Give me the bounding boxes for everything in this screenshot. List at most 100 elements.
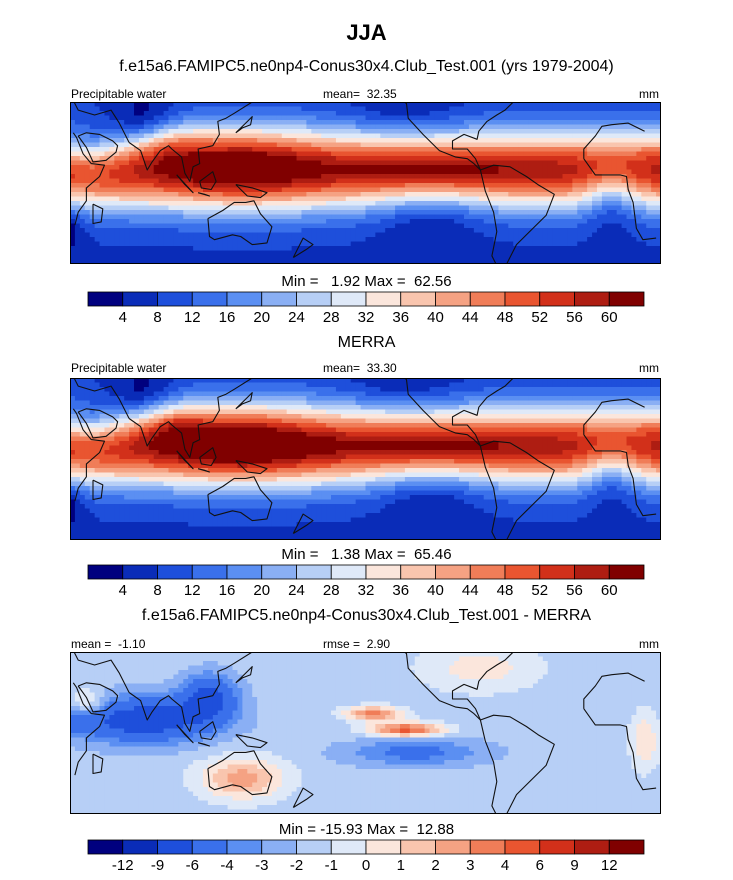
colorbar-box [123,565,158,579]
panel2-minmax: Min = 1.38 Max = 65.46 [0,546,733,563]
colorbar-tick-label: -6 [186,857,199,874]
panel2-title: MERRA [0,334,733,352]
colorbar-tick-label: 44 [462,582,479,599]
colorbar-box [436,840,471,854]
panel3-map [70,652,661,814]
colorbar-tick-label: 16 [219,582,236,599]
colorbar-box [331,565,366,579]
colorbar-tick-label: 0 [362,857,370,874]
panel3-units: mm [639,637,659,651]
colorbar-box [158,565,193,579]
colorbar-box [297,292,332,306]
colorbar-box [123,840,158,854]
colorbar-tick-label: 4 [501,857,509,874]
colorbar-box [470,840,505,854]
panel2-variable-label: Precipitable water [71,361,166,375]
map1-field [70,102,662,265]
colorbar-box [158,840,193,854]
colorbar-box [366,292,401,306]
panel3-title: f.e15a6.FAMIPC5.ne0np4-Conus30x4.Club_Te… [0,607,733,625]
colorbar-box [331,292,366,306]
colorbar-tick-label: 8 [153,309,161,326]
colorbar-tick-label: 36 [392,582,409,599]
colorbar-box [366,840,401,854]
colorbar-tick-label: 12 [184,582,201,599]
colorbar-box [158,292,193,306]
colorbar-box [331,840,366,854]
panel2-units: mm [639,361,659,375]
colorbar-box [123,292,158,306]
colorbar-tick-label: 9 [570,857,578,874]
colorbar-box [609,292,644,306]
colorbar-box [192,292,227,306]
panel1-title: f.e15a6.FAMIPC5.ne0np4-Conus30x4.Club_Te… [0,58,733,76]
colorbar-tick-label: -9 [151,857,164,874]
colorbar-tick-label: 20 [253,582,270,599]
colorbar-box [401,565,436,579]
colorbar-tick-label: 48 [497,309,514,326]
colorbar-box [262,840,297,854]
colorbar-tick-label: 40 [427,582,444,599]
colorbar-tick-label: 60 [601,309,618,326]
colorbar-box [609,840,644,854]
colorbar-tick-label: -3 [255,857,268,874]
colorbar-box [575,292,610,306]
colorbar-box [505,840,540,854]
colorbar-tick-label: 6 [536,857,544,874]
colorbar-tick-label: 16 [219,309,236,326]
colorbar-box [88,292,123,306]
figure-title: JJA [0,20,733,46]
colorbar-tick-label: 56 [566,309,583,326]
colorbar-tick-label: -12 [112,857,134,874]
colorbar-box [540,292,575,306]
colorbar-box [88,565,123,579]
panel2-mean: mean= 33.30 [323,361,397,375]
colorbar-tick-label: 28 [323,309,340,326]
panel2-map [70,378,661,540]
colorbar-tick-label: 1 [397,857,405,874]
colorbar-box [88,840,123,854]
colorbar-box [401,840,436,854]
colorbar-box [366,565,401,579]
colorbar-box [227,292,262,306]
colorbar-box [540,840,575,854]
colorbar-tick-label: 20 [253,309,270,326]
colorbar-tick-label: 60 [601,582,618,599]
colorbar-box [505,565,540,579]
colorbar-tick-label: 2 [431,857,439,874]
colorbar-tick-label: 32 [358,309,375,326]
colorbar-box [575,565,610,579]
colorbar-box [401,292,436,306]
colorbar-box [436,565,471,579]
panel1-minmax: Min = 1.92 Max = 62.56 [0,273,733,290]
colorbar-tick-label: 32 [358,582,375,599]
colorbar-tick-label: 8 [153,582,161,599]
colorbar-box [436,292,471,306]
colorbar-tick-label: 52 [531,582,548,599]
panel3-rmse: rmse = 2.90 [323,637,390,651]
colorbar-tick-label: 52 [531,309,548,326]
map2-field [70,378,662,541]
colorbar-box [262,565,297,579]
panel1-mean: mean= 32.35 [323,87,397,101]
colorbar-box [470,565,505,579]
colorbar-box [470,292,505,306]
colorbar-box [192,565,227,579]
panel1-variable-label: Precipitable water [71,87,166,101]
colorbar-box [575,840,610,854]
panel3-mean: mean = -1.10 [71,637,145,651]
map3-field [70,652,662,815]
panel1-map [70,102,661,264]
colorbar-tick-label: 48 [497,582,514,599]
colorbar-tick-label: 4 [119,309,127,326]
colorbar-box [227,840,262,854]
colorbar-tick-label: 4 [119,582,127,599]
colorbar-box [297,840,332,854]
colorbar-tick-label: 12 [184,309,201,326]
colorbar-tick-label: 3 [466,857,474,874]
colorbar-tick-label: 56 [566,582,583,599]
colorbar-box [540,565,575,579]
colorbar-tick-label: -1 [325,857,338,874]
